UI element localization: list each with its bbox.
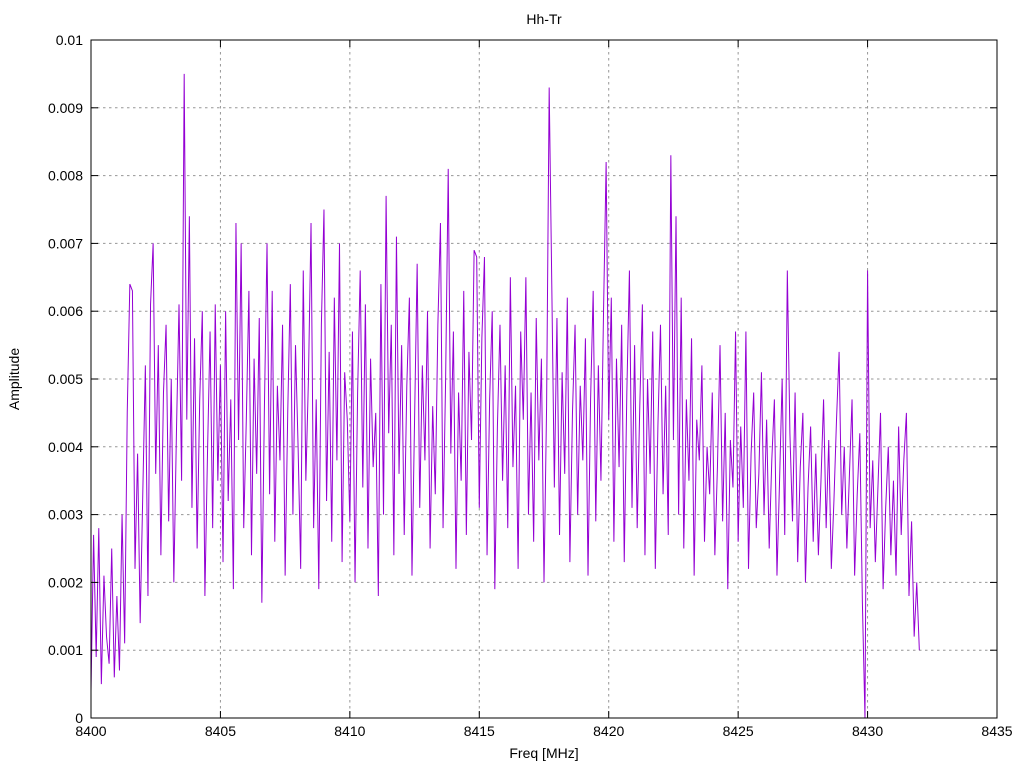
y-tick-label: 0.01	[56, 32, 83, 48]
x-tick-label: 8410	[334, 723, 365, 739]
series-line	[90, 73, 920, 719]
y-tick-label: 0.005	[48, 371, 83, 387]
y-tick-label: 0.001	[48, 642, 83, 658]
y-tick-label: 0.007	[48, 235, 83, 251]
chart-title: Hh-Tr	[526, 11, 562, 27]
y-tick-label: 0	[75, 710, 83, 726]
y-tick-label: 0.006	[48, 303, 83, 319]
y-tick-label: 0.003	[48, 507, 83, 523]
x-tick-label: 8425	[723, 723, 754, 739]
x-tick-label: 8435	[981, 723, 1012, 739]
y-tick-label: 0.004	[48, 439, 83, 455]
x-axis-label: Freq [MHz]	[509, 745, 579, 761]
x-tick-label: 8430	[852, 723, 883, 739]
x-tick-label: 8420	[593, 723, 624, 739]
y-tick-label: 0.008	[48, 168, 83, 184]
x-tick-label: 8405	[205, 723, 236, 739]
x-tick-label: 8415	[464, 723, 495, 739]
x-tick-label: 8400	[75, 723, 106, 739]
y-tick-label: 0.002	[48, 574, 83, 590]
y-tick-label: 0.009	[48, 100, 83, 116]
